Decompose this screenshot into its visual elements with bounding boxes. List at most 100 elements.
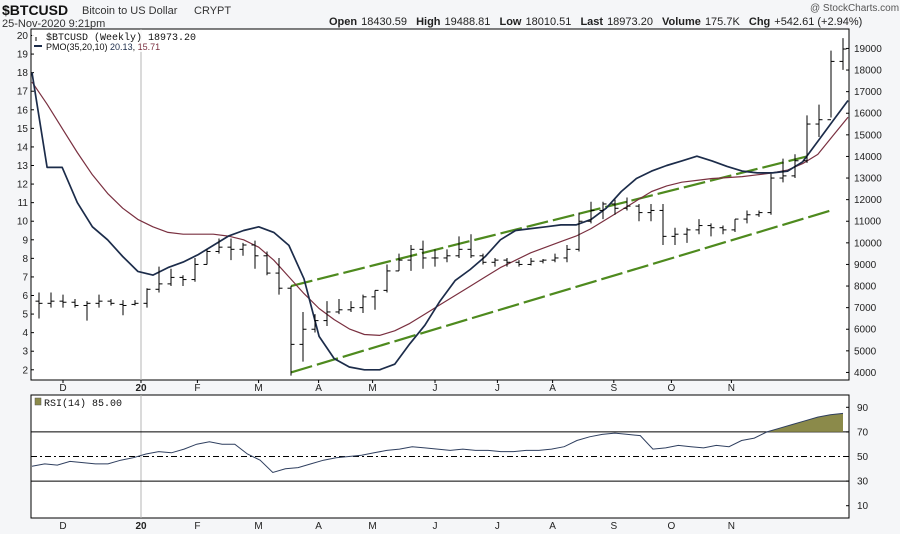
chg-value: +542.61 (+2.94%) — [774, 16, 862, 28]
left-tick-label: 19 — [17, 50, 29, 61]
rsi-x-tick-label: A — [549, 521, 556, 532]
ohlc-bar — [383, 264, 391, 293]
rsi-tick-label: 30 — [857, 477, 869, 488]
rsi-overbought-fill — [767, 413, 843, 432]
right-tick-label: 6000 — [854, 325, 877, 336]
symbol-name: Bitcoin to US Dollar — [82, 5, 178, 17]
ohlc-bar — [119, 300, 127, 316]
ohlc-bar — [683, 227, 691, 243]
ohlc-bar — [251, 240, 259, 269]
ohlc-bar — [191, 257, 199, 282]
price-x-axis: D 20 F M A M J J A S O N — [59, 380, 735, 394]
x-tick-label: M — [254, 383, 262, 394]
volume-value: 175.7K — [705, 16, 741, 28]
rsi-tick-label: 90 — [857, 403, 869, 414]
rsi-tick-label: 70 — [857, 427, 869, 438]
left-tick-label: 15 — [17, 124, 29, 135]
x-tick-label: N — [728, 383, 735, 394]
ohlc-bar — [599, 201, 607, 220]
left-tick-label: 18 — [17, 68, 29, 79]
ohlc-bar — [647, 203, 655, 222]
price-legend-box — [32, 30, 222, 52]
price-bars — [35, 38, 847, 376]
ohlc-bar — [791, 154, 799, 179]
ohlc-bar — [551, 253, 559, 263]
rsi-x-axis: D 20 F M A M J J A S O N — [59, 521, 735, 532]
exchange-label: CRYPT — [194, 5, 231, 17]
ohlc-bar — [827, 50, 835, 121]
pmo-legend: PMO(35,20,10) 20.13, 15.71 — [46, 42, 160, 52]
rsi-legend: RSI(14) 85.00 — [44, 398, 122, 410]
ohlc-bar — [347, 301, 355, 312]
left-tick-label: 6 — [22, 291, 28, 302]
rsi-tick-label: 10 — [857, 501, 869, 512]
rsi-fill-area — [767, 413, 843, 432]
left-tick-label: 9 — [22, 235, 28, 246]
rsi-x-tick-label: N — [728, 521, 735, 532]
ohlc-bar — [203, 249, 211, 265]
ohlc-bar — [575, 212, 583, 252]
ohlc-bar — [335, 299, 343, 315]
x-tick-label: A — [315, 383, 322, 394]
left-tick-label: 12 — [17, 180, 29, 191]
ohlc-bar — [83, 301, 91, 321]
ohlc-bar — [395, 253, 403, 272]
left-tick-label: 14 — [17, 142, 29, 153]
pmo-legend-prefix: PMO(35,20,10) — [46, 42, 108, 52]
ohlc-bar — [95, 294, 103, 308]
ohlc-bar — [839, 38, 847, 70]
ohlc-bar — [443, 249, 451, 263]
ohlc-bar — [143, 288, 151, 308]
x-tick-label: J — [433, 383, 438, 394]
ohlc-bar — [359, 294, 367, 314]
right-tick-label: 11000 — [854, 217, 882, 228]
right-tick-label: 13000 — [854, 174, 882, 185]
ohlc-bar — [695, 219, 703, 235]
right-tick-label: 16000 — [854, 109, 882, 120]
rsi-x-tick-label: J — [495, 521, 500, 532]
right-tick-label: 4000 — [854, 368, 877, 379]
rsi-x-tick-label: A — [315, 521, 322, 532]
ohlc-bar — [275, 257, 283, 295]
x-tick-label: A — [549, 383, 556, 394]
ohlc-bar — [671, 227, 679, 245]
right-tick-label: 17000 — [854, 87, 882, 98]
ohlc-bar — [371, 289, 379, 310]
date-label: 25-Nov-2020 9:21pm — [2, 18, 105, 30]
left-tick-label: 7 — [22, 272, 28, 283]
x-tick-label: J — [495, 383, 500, 394]
x-tick-label: O — [668, 383, 676, 394]
ohlc-summary: Open 18430.59 High 19488.81 Low 18010.51 La… — [329, 16, 862, 28]
last-value: 18973.20 — [607, 16, 653, 28]
high-value: 19488.81 — [445, 16, 491, 28]
rsi-x-tick-label: J — [433, 521, 438, 532]
right-tick-label: 15000 — [854, 130, 882, 141]
ohlc-bar — [539, 259, 547, 264]
right-tick-label: 19000 — [854, 44, 882, 55]
ohlc-bar — [635, 203, 643, 222]
rsi-legend-swatch — [34, 397, 42, 406]
ohlc-bar — [743, 210, 751, 224]
ohlc-bar — [803, 115, 811, 163]
channel-lower-line — [290, 209, 832, 374]
rsi-axis: 10 30 50 70 90 — [846, 403, 869, 512]
rsi-x-tick-label: O — [668, 521, 676, 532]
ohlc-bar — [659, 203, 667, 245]
ohlc-bar — [311, 314, 319, 333]
left-tick-label: 3 — [22, 347, 28, 358]
open-value: 18430.59 — [361, 16, 407, 28]
ohlc-bar — [431, 249, 439, 267]
ohlc-bar — [179, 275, 187, 287]
ohlc-bar — [815, 104, 823, 137]
ohlc-bar — [515, 260, 523, 267]
pmo-legend-comma: , — [133, 42, 136, 52]
right-tick-label: 10000 — [854, 238, 882, 249]
ohlc-bar — [407, 245, 415, 271]
ohlc-bar — [155, 266, 163, 293]
rsi-x-tick-label: 20 — [135, 521, 147, 532]
ohlc-bar — [707, 223, 715, 237]
ohlc-bar — [719, 225, 727, 235]
ohlc-bar — [419, 240, 427, 269]
ohlc-bar — [503, 257, 511, 267]
high-label: High — [416, 16, 441, 28]
